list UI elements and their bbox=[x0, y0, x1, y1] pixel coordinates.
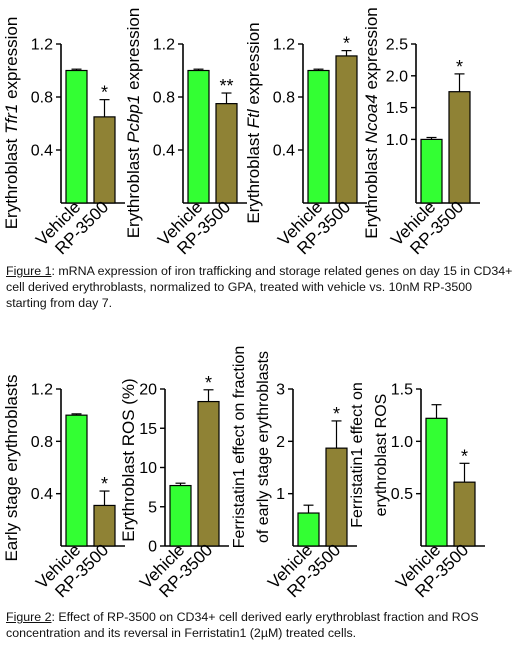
y-axis-label: Erythroblast Ncoa4 expression bbox=[362, 7, 381, 239]
bar-rp-3500 bbox=[93, 116, 116, 204]
bar-vehicle bbox=[420, 138, 443, 204]
y-axis-label: Erythroblast Tfr1 expression bbox=[2, 17, 21, 230]
y-tick-label: 1.2 bbox=[273, 37, 295, 54]
figure-1-caption-label: Figure 1 bbox=[6, 264, 52, 278]
figure-1-caption-text: : mRNA expression of iron trafficking an… bbox=[6, 264, 513, 310]
y-tick-label: 0.5 bbox=[391, 486, 413, 503]
y-tick-label: 1.2 bbox=[153, 37, 175, 54]
bar-rp-3500 bbox=[448, 91, 471, 204]
bar-vehicle bbox=[425, 417, 448, 547]
y-tick-label: 1.0 bbox=[386, 132, 408, 149]
chart-panel-4: 1.0 1.5 2.0 2.5 Erythroblast Ncoa4 expressio… bbox=[362, 7, 480, 258]
significance-mark: * bbox=[101, 474, 108, 494]
y-tick-label: 1.0 bbox=[391, 434, 413, 451]
y-tick-label: 0.4 bbox=[31, 486, 53, 503]
bar-vehicle bbox=[65, 414, 88, 547]
y-axis-label: erythroblast ROS bbox=[373, 394, 390, 517]
bar-rp-3500 bbox=[197, 400, 220, 547]
y-axis-label: Early stage erythroblasts bbox=[2, 374, 21, 561]
y-tick-label: 1.2 bbox=[31, 37, 53, 54]
y-tick-label: 0.8 bbox=[153, 90, 175, 107]
y-tick-label: 0.4 bbox=[273, 143, 295, 160]
y-axis-label: Erythroblast Pcbp1 expression bbox=[124, 8, 143, 239]
chart-panel-7: 1 2 3 Ferristatin1 effect on fraction of ear… bbox=[231, 346, 357, 601]
significance-mark: * bbox=[101, 83, 108, 103]
bar-rp-3500 bbox=[335, 55, 358, 204]
figure-2-caption: Figure 2: Effect of RP-3500 on CD34+ cel… bbox=[6, 609, 514, 641]
y-axis-label: Ferristatin1 effect on bbox=[349, 382, 366, 528]
figure-2-caption-text: : Effect of RP-3500 on CD34+ cell derive… bbox=[6, 610, 479, 640]
bar-rp-3500 bbox=[453, 481, 476, 547]
y-axis-label: of early stage erythroblasts bbox=[255, 351, 272, 543]
y-tick-label: 1.5 bbox=[391, 382, 413, 399]
bar-vehicle bbox=[307, 69, 330, 204]
y-axis-label: Erythroblast ROS (%) bbox=[119, 378, 138, 541]
chart-panel-8: 0.5 1.0 1.5 Ferristatin1 effect on erythrobl… bbox=[349, 382, 485, 601]
significance-mark: * bbox=[456, 57, 463, 77]
y-tick-label: 5 bbox=[148, 499, 157, 516]
significance-mark: * bbox=[343, 34, 350, 54]
significance-mark: * bbox=[205, 373, 212, 393]
y-tick-label: 1.2 bbox=[31, 382, 53, 399]
significance-mark: * bbox=[461, 446, 468, 466]
y-tick-label: 1.5 bbox=[386, 100, 408, 117]
figure-1-caption: Figure 1: mRNA expression of iron traffi… bbox=[6, 263, 514, 311]
significance-mark: * bbox=[333, 404, 340, 424]
y-tick-label: 0.4 bbox=[153, 143, 175, 160]
bar-rp-3500 bbox=[93, 504, 116, 547]
y-tick-label: 2.5 bbox=[386, 37, 408, 54]
y-tick-label: 20 bbox=[139, 382, 157, 399]
y-tick-label: 0.8 bbox=[273, 90, 295, 107]
bar-rp-3500 bbox=[325, 447, 348, 547]
y-axis-label: Ferristatin1 effect on fraction bbox=[231, 346, 248, 548]
y-tick-label: 0.4 bbox=[31, 143, 53, 160]
bar-vehicle bbox=[169, 484, 192, 547]
y-tick-label: 2.0 bbox=[386, 68, 408, 85]
figure-2-caption-label: Figure 2 bbox=[6, 610, 52, 624]
y-tick-label: 1 bbox=[276, 486, 285, 503]
bar-vehicle bbox=[65, 69, 88, 204]
y-tick-label: 2 bbox=[276, 434, 285, 451]
y-tick-label: 0.8 bbox=[31, 90, 53, 107]
y-tick-label: 10 bbox=[139, 460, 157, 477]
bar-vehicle bbox=[187, 69, 210, 204]
significance-mark: ** bbox=[219, 76, 233, 96]
y-tick-label: 0 bbox=[148, 539, 157, 556]
bar-rp-3500 bbox=[215, 103, 238, 204]
y-tick-label: 3 bbox=[276, 382, 285, 399]
y-tick-label: 15 bbox=[139, 421, 157, 438]
y-tick-label: 0.8 bbox=[31, 434, 53, 451]
y-axis-label: Erythroblast Ftl expression bbox=[244, 22, 263, 223]
